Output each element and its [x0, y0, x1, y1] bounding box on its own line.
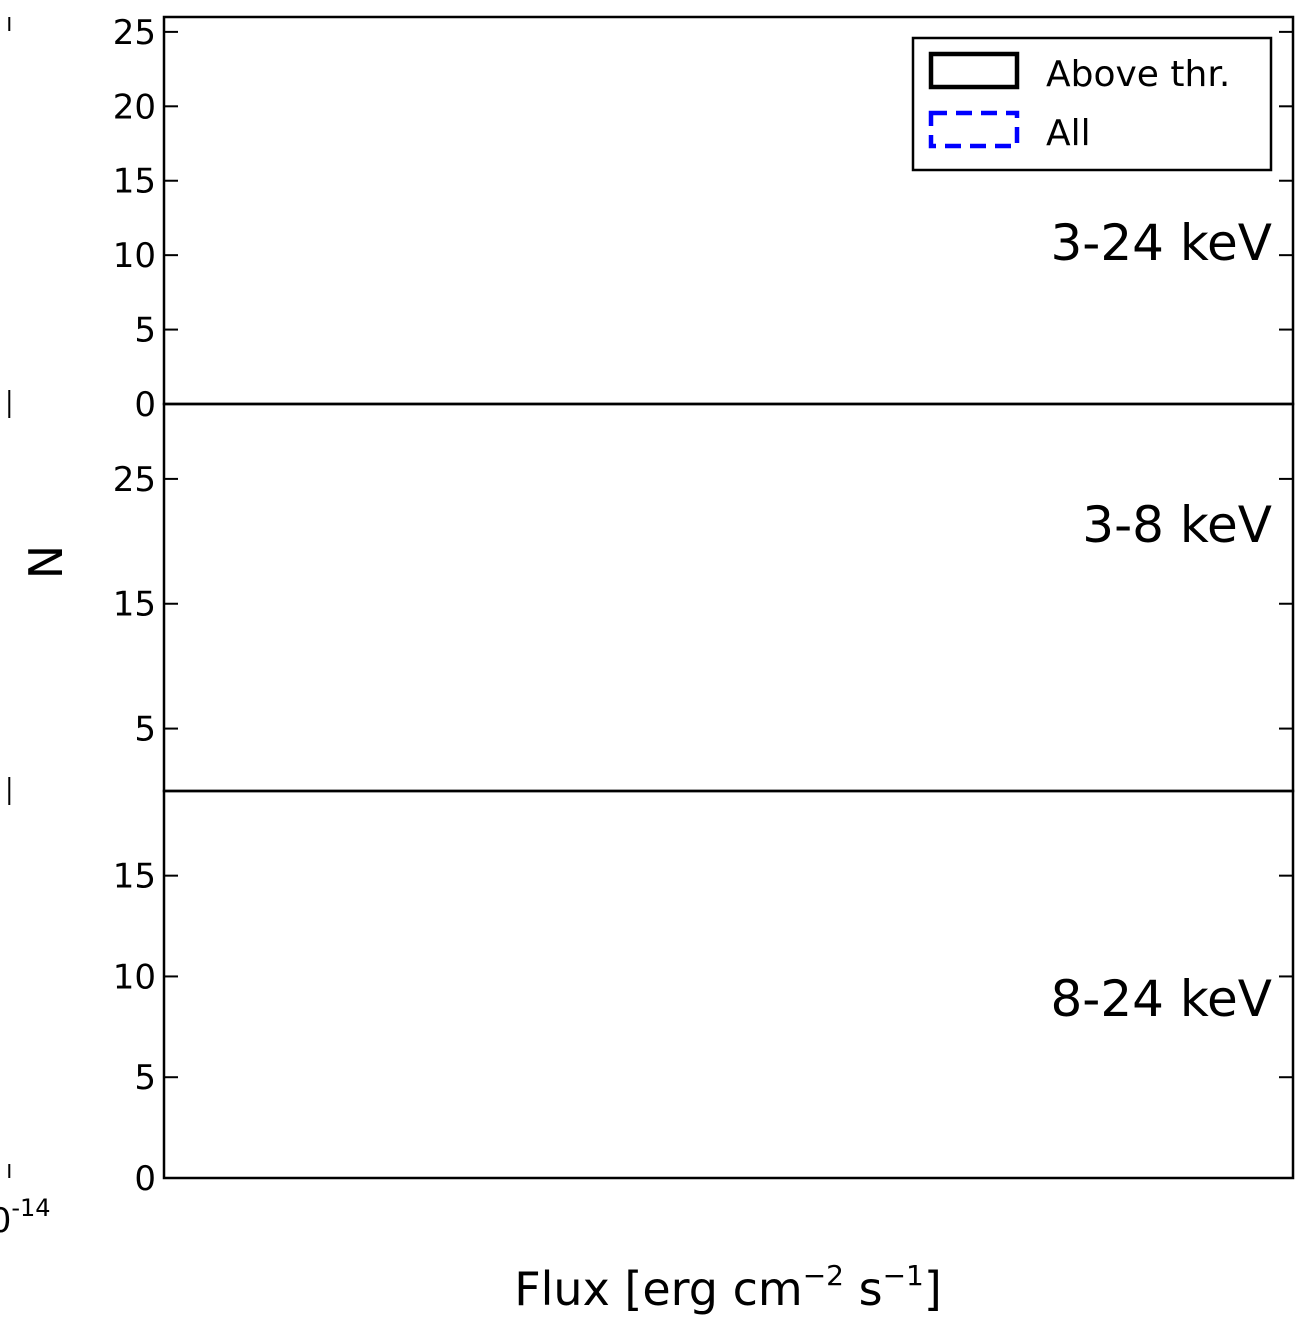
x-axis-title-end: ]: [924, 1262, 942, 1316]
legend: Above thr. All: [911, 36, 1273, 172]
y-tick-label: 5: [134, 311, 156, 351]
y-tick-label: 15: [113, 162, 156, 202]
panel-frame: [162, 402, 1295, 793]
legend-swatch-all: [928, 110, 1020, 149]
panel-frame: [162, 789, 1295, 1180]
y-tick-label: 20: [113, 87, 156, 127]
x-axis-title-mid: s: [844, 1262, 883, 1316]
y-tick-label: 15: [113, 585, 156, 625]
panel-label: 3-24 keV: [1050, 214, 1272, 272]
panel-label: 8-24 keV: [1050, 970, 1272, 1028]
y-tick-label: 15: [113, 857, 156, 897]
x-axis-title-exp1: −2: [803, 1259, 844, 1292]
y-tick-label: 10: [113, 236, 156, 276]
x-axis-title-exp2: −1: [883, 1259, 924, 1292]
y-tick-label: 25: [113, 13, 156, 53]
panel-3: 0 5 10 15 8-24 keV: [8, 789, 1295, 1199]
x-tick-label: 10-14: [0, 1194, 51, 1241]
x-axis-title-main: Flux [erg cm: [514, 1262, 803, 1316]
y-tick-label: 10: [113, 957, 156, 997]
x-tick-label-exponent: -14: [11, 1194, 50, 1222]
panel-label: 3-8 keV: [1082, 496, 1272, 554]
y-tick-label: 5: [134, 710, 156, 750]
y-axis-title: N: [19, 545, 73, 579]
legend-swatch-above-threshold: [928, 51, 1020, 90]
y-tick-label: 5: [134, 1058, 156, 1098]
y-tick-label: 0: [134, 385, 156, 425]
panel-1: 0 5 10 15 20 25 3-24 keV: [8, 13, 1295, 425]
x-axis-title: Flux [erg cm−2 s−1]: [514, 1259, 942, 1316]
y-tick-label: 25: [113, 460, 156, 500]
panel-2: 5 15 25 3-8 keV: [8, 402, 1295, 793]
panels-layer: 0 5 10 15 20 25 3-24 keV 5 15 25 3-8 keV 0 5 10 15 8-24…: [0, 13, 1295, 1241]
legend-label-all: All: [1046, 113, 1091, 154]
y-tick-label: 0: [134, 1159, 156, 1199]
legend-label-above-threshold: Above thr.: [1046, 54, 1230, 95]
x-tick-label-base: 10: [0, 1201, 11, 1241]
